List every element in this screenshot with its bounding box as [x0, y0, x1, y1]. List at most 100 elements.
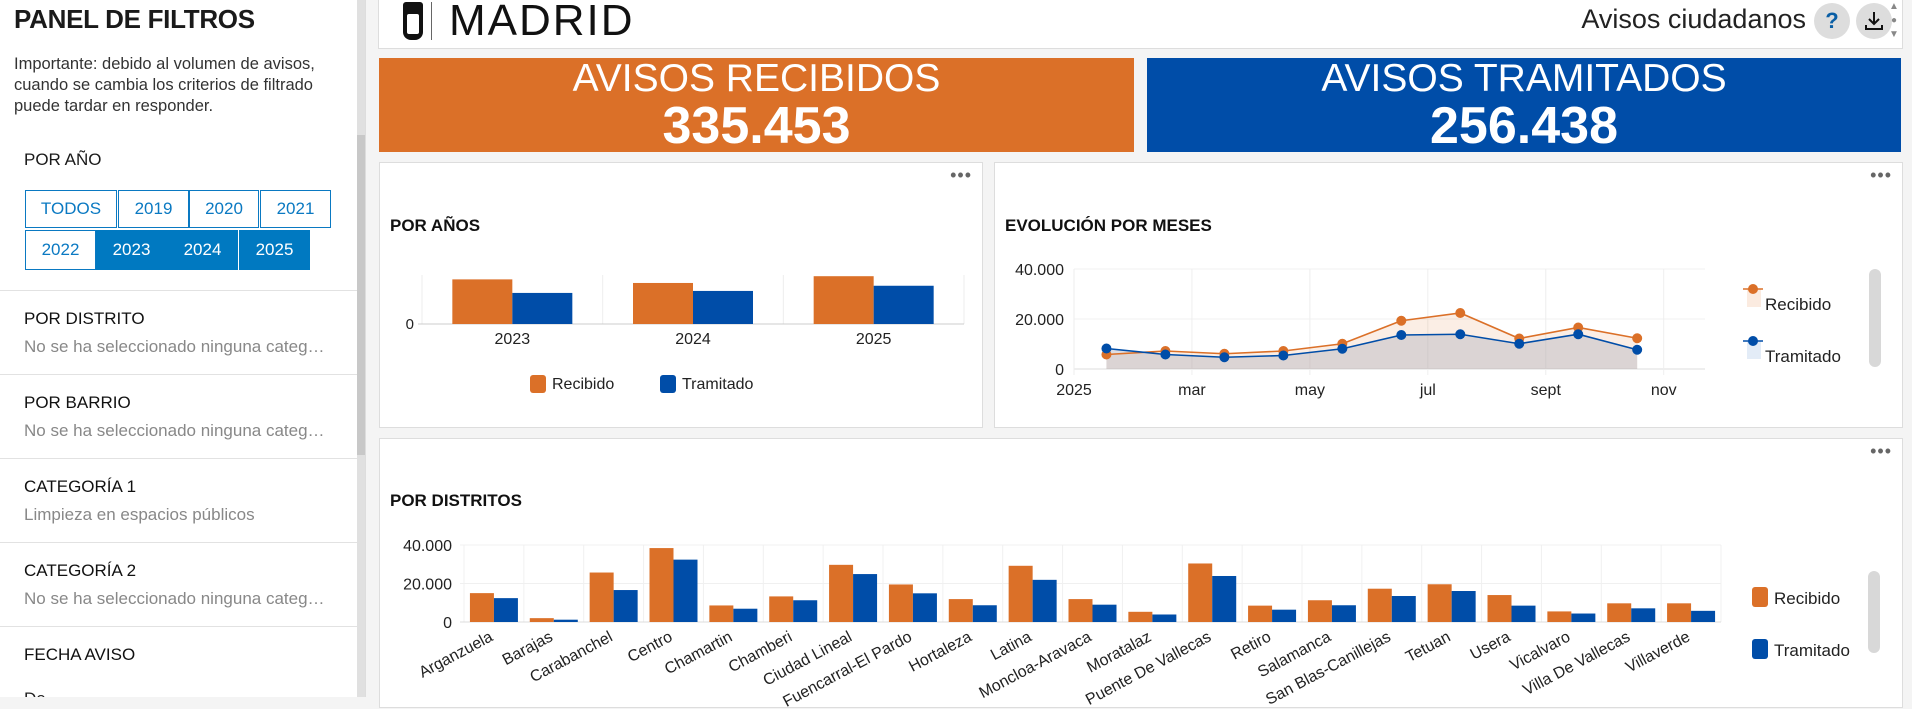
x-tick-label: Retiro — [1228, 628, 1274, 663]
bar-tramitado — [1571, 613, 1596, 622]
legend-scrollbar[interactable] — [1868, 571, 1880, 653]
area-recibido — [1106, 313, 1638, 369]
months-chart-card: ••• EVOLUCIÓN POR MESES 0 20.000 40.000 202… — [994, 162, 1903, 428]
bar-recibido — [1367, 588, 1392, 622]
bar-tramitado — [1631, 608, 1656, 622]
line-tramitado — [1106, 333, 1638, 359]
x-tick-label: may — [1295, 382, 1325, 399]
help-button[interactable]: ? — [1814, 3, 1850, 39]
x-tick-label: Chamartin — [662, 629, 735, 679]
bar-recibido — [1128, 611, 1153, 622]
point-tramitado — [1160, 349, 1171, 360]
filter-panel-title: PANEL DE FILTROS — [14, 4, 255, 34]
help-icon: ? — [1825, 8, 1839, 33]
bar-recibido — [1547, 611, 1572, 622]
bar-tramitado — [693, 290, 753, 324]
bar-tramitado — [673, 559, 698, 622]
y-tick-label: 40.000 — [403, 538, 452, 555]
y-tick-label: 20.000 — [403, 577, 452, 594]
filter-section-categor-a-2[interactable]: CATEGORÍA 2 No se ha seleccionado ninguna… — [0, 542, 357, 626]
year-button-2021[interactable]: 2021 — [260, 190, 331, 228]
x-tick-label: Villaverde — [1623, 628, 1693, 676]
card-menu-button[interactable]: ••• — [1870, 441, 1892, 461]
bar-recibido — [948, 599, 973, 622]
legend-scrollbar[interactable] — [1869, 269, 1881, 367]
filter-section-value: De — [24, 689, 46, 697]
bar-tramitado — [1032, 579, 1057, 622]
filter-section-por-distrito[interactable]: POR DISTRITO No se ha seleccionado ningun… — [0, 290, 357, 374]
card-menu-button[interactable]: ••• — [950, 165, 972, 185]
legend-marker — [1748, 284, 1758, 294]
kpi-avisos-tramitados: AVISOS TRAMITADOS 256.438 — [1147, 58, 1901, 152]
header-scroll-control[interactable]: ▲ ● ▼ — [1889, 1, 1899, 40]
legend-swatch-recibido — [1752, 587, 1768, 607]
legend-swatch — [1747, 289, 1761, 307]
download-icon — [1865, 12, 1883, 30]
bar-tramitado — [873, 285, 934, 324]
kpi-value: 256.438 — [1430, 97, 1618, 155]
bar-tramitado — [1511, 605, 1536, 622]
download-button[interactable] — [1856, 3, 1892, 39]
x-tick-label: jul — [1419, 382, 1436, 399]
point-tramitado — [1455, 329, 1466, 340]
bar-recibido — [888, 584, 913, 622]
years-chart-card: ••• POR AÑOS 0 2023 2024 2025 Recibido Tramit… — [379, 162, 983, 428]
bar-tramitado — [493, 598, 518, 622]
year-button-2024[interactable]: 2024 — [167, 230, 238, 270]
filter-panel: PANEL DE FILTROS Importante: debido al v… — [0, 0, 366, 697]
legend-marker — [1748, 336, 1758, 346]
legend-label: Recibido — [1765, 295, 1831, 314]
bar-recibido — [1188, 563, 1213, 622]
point-tramitado — [1337, 343, 1348, 354]
year-button-2020[interactable]: 2020 — [189, 190, 259, 228]
kpi-label: AVISOS TRAMITADOS — [1321, 57, 1727, 100]
point-tramitado — [1219, 352, 1230, 363]
y-tick-label: 40.000 — [1015, 262, 1064, 279]
x-tick-label: Moncloa-Aravaca — [976, 628, 1094, 702]
point-recibido — [1396, 315, 1407, 326]
bar-recibido — [1008, 565, 1033, 622]
bar-tramitado — [1391, 596, 1416, 622]
bar-tramitado — [733, 608, 758, 622]
legend-label: Tramitado — [1774, 641, 1850, 660]
point-tramitado — [1514, 338, 1525, 349]
bar-recibido — [813, 276, 874, 324]
bar-tramitado — [972, 605, 997, 622]
legend-label: Tramitado — [682, 376, 754, 393]
bar-recibido — [1667, 603, 1692, 622]
year-button-todos[interactable]: TODOS — [25, 190, 117, 228]
bar-recibido — [1607, 603, 1632, 622]
kpi-label: AVISOS RECIBIDOS — [572, 57, 941, 100]
x-tick-label: 2025 — [856, 331, 892, 348]
filter-section-categor-a-1[interactable]: CATEGORÍA 1 Limpieza en espacios públicos — [0, 458, 357, 542]
x-tick-label: sept — [1531, 382, 1562, 399]
filter-section-title: FECHA AVISO — [24, 645, 136, 664]
year-button-2023[interactable]: 2023 — [96, 230, 167, 270]
year-button-2022[interactable]: 2022 — [25, 230, 96, 270]
legend-swatch-recibido — [530, 375, 546, 393]
bar-recibido — [1068, 599, 1093, 622]
bar-recibido — [1307, 600, 1332, 622]
filter-panel-scrollbar[interactable] — [357, 0, 365, 697]
year-button-2019[interactable]: 2019 — [118, 190, 189, 228]
legend-swatch — [1747, 341, 1761, 359]
filter-section-value: No se ha seleccionado ninguna categ… — [24, 337, 325, 356]
legend-swatch-tramitado — [1752, 639, 1768, 659]
year-button-2025[interactable]: 2025 — [239, 230, 310, 270]
filter-section-title: POR BARRIO — [24, 393, 131, 412]
madrid-logo: MADRID — [449, 0, 635, 45]
x-tick-label: nov — [1651, 382, 1677, 399]
districts-chart-card: ••• POR DISTRITOS 0 20.000 40.000 Arganzuel… — [379, 438, 1903, 709]
filter-section-por-barrio[interactable]: POR BARRIO No se ha seleccionado ninguna … — [0, 374, 357, 458]
card-menu-button[interactable]: ••• — [1870, 165, 1892, 185]
filter-section-value: No se ha seleccionado ninguna categ… — [24, 589, 325, 608]
bar-tramitado — [613, 590, 638, 622]
bar-recibido — [529, 618, 554, 622]
legend-label: Recibido — [1774, 589, 1840, 608]
y-tick-label: 0 — [1055, 362, 1064, 379]
scrollbar-thumb[interactable] — [357, 135, 365, 455]
x-tick-label: Arganzuela — [416, 628, 496, 681]
bar-recibido — [452, 279, 513, 324]
filter-section-fecha-aviso[interactable]: FECHA AVISO De — [0, 626, 357, 697]
